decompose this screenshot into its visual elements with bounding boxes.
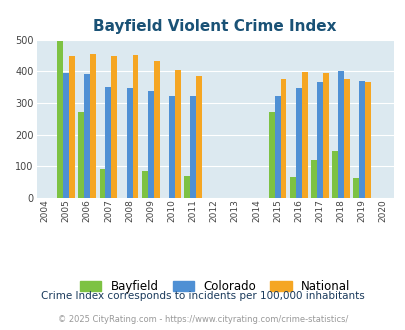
Bar (153, 61, 159, 198)
Bar (57, 41, 63, 198)
Bar (280, 79, 286, 198)
Bar (132, 55, 138, 198)
Bar (190, 96, 196, 198)
Bar (268, 112, 274, 198)
Bar (295, 88, 301, 198)
Bar (78, 113, 84, 198)
Bar (69, 56, 75, 198)
Bar (105, 87, 111, 198)
Bar (141, 171, 147, 198)
Title: Bayfield Violent Crime Index: Bayfield Violent Crime Index (93, 19, 336, 34)
Bar (196, 76, 201, 198)
Bar (316, 82, 322, 198)
Bar (364, 82, 370, 198)
Bar (63, 73, 69, 198)
Bar (331, 151, 337, 198)
Bar (274, 96, 280, 198)
Bar (147, 91, 153, 198)
Bar (84, 75, 90, 198)
Bar (343, 79, 349, 198)
Bar (358, 82, 364, 198)
Bar (183, 176, 190, 198)
Bar (337, 71, 343, 198)
Bar (90, 54, 96, 198)
Text: Crime Index corresponds to incidents per 100,000 inhabitants: Crime Index corresponds to incidents per… (41, 291, 364, 301)
Bar (352, 178, 358, 198)
Bar (322, 74, 328, 198)
Bar (126, 88, 132, 198)
Bar (99, 170, 105, 198)
Bar (289, 177, 295, 198)
Text: © 2025 CityRating.com - https://www.cityrating.com/crime-statistics/: © 2025 CityRating.com - https://www.city… (58, 315, 347, 324)
Bar (175, 70, 180, 198)
Bar (310, 160, 316, 198)
Bar (111, 56, 117, 198)
Bar (301, 72, 307, 198)
Legend: Bayfield, Colorado, National: Bayfield, Colorado, National (75, 275, 354, 298)
Bar (168, 96, 175, 198)
